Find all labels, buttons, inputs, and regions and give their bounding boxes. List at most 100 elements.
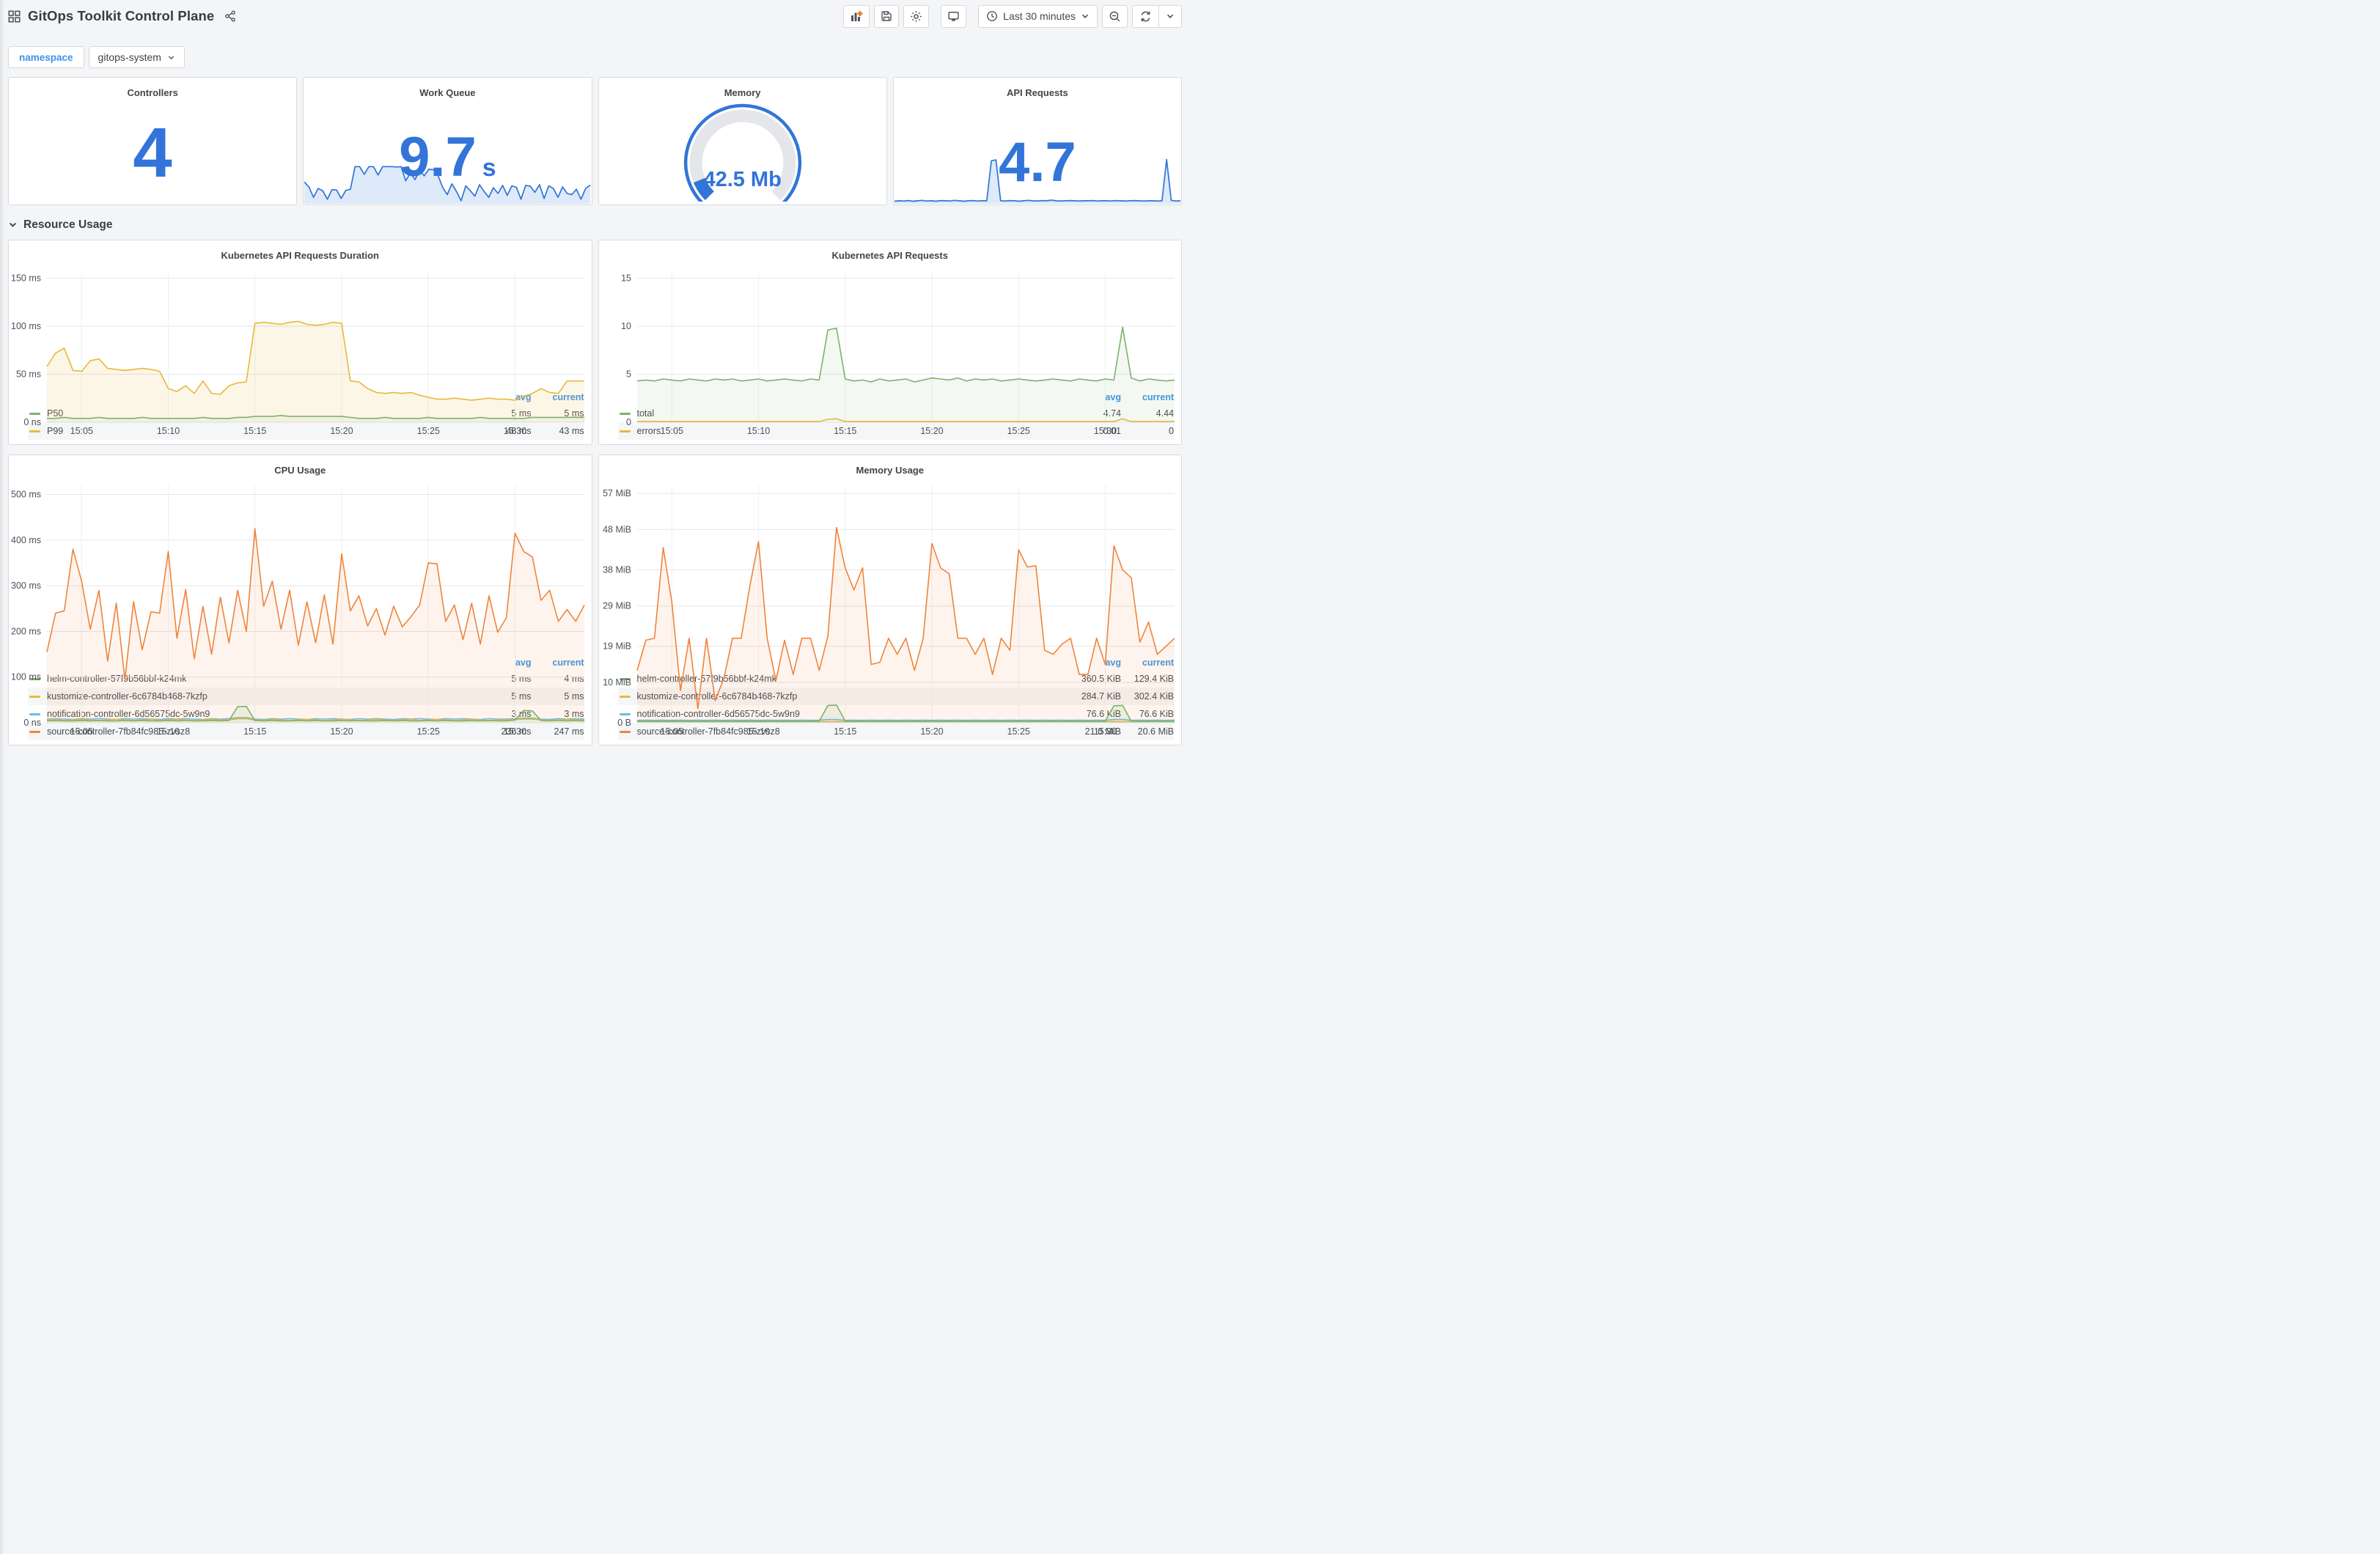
panel-memory-gauge: Memory 42.5 Mb	[598, 77, 887, 205]
svg-text:15:30: 15:30	[1093, 726, 1116, 737]
panel-api-requests-stat: API Requests 4.7	[892, 77, 1182, 205]
controllers-value: 4	[133, 114, 172, 192]
work-queue-sparkline	[304, 151, 591, 204]
variable-namespace-select[interactable]: gitops-system	[88, 46, 185, 68]
chevron-down-icon	[8, 220, 18, 229]
add-panel-button[interactable]	[843, 4, 870, 28]
series-color-dash	[29, 730, 40, 733]
panel-title[interactable]: Memory	[724, 86, 761, 98]
memory-gauge-value: 42.5 Mb	[703, 168, 782, 192]
legend-sort-avg[interactable]: avg	[515, 658, 532, 668]
svg-text:15:15: 15:15	[243, 426, 266, 436]
panel-title[interactable]: Kubernetes API Requests	[831, 249, 948, 261]
panel-k8s-api-requests: Kubernetes API Requests 15:05 15:10 15:15 1…	[598, 240, 1182, 445]
series-current-value: 247 ms	[554, 726, 584, 737]
series-current-value: 129.4 KiB	[1134, 674, 1174, 684]
svg-text:15:25: 15:25	[1007, 426, 1029, 436]
svg-text:15:25: 15:25	[417, 426, 440, 436]
svg-text:15:10: 15:10	[746, 426, 769, 436]
series-current-value: 4 ms	[564, 674, 584, 684]
share-icon[interactable]	[224, 10, 236, 22]
apps-grid-icon[interactable]	[8, 10, 21, 23]
legend-sort-avg[interactable]: avg	[1105, 392, 1121, 402]
svg-text:0 ns: 0 ns	[23, 718, 41, 728]
refresh-interval-dropdown[interactable]	[1158, 5, 1181, 27]
chart-area[interactable]: 15:05 15:10 15:15 15:20 15:25 15:30 0 5 10 15	[599, 265, 1182, 436]
legend-sort-avg[interactable]: avg	[1105, 658, 1121, 668]
tv-kiosk-button[interactable]	[941, 4, 967, 28]
grafana-dashboard: GitOps Toolkit Control Plane	[0, 0, 1190, 745]
svg-text:400 ms: 400 ms	[11, 535, 41, 545]
dashboard-settings-button[interactable]	[903, 4, 930, 28]
panel-memory-usage: Memory Usage 15:05 15:10 15:15 15:20 15:25 15…	[598, 454, 1182, 745]
legend-row: kustomize-controller-6c6784b468-7kzfp 5 m…	[28, 688, 584, 705]
chevron-down-icon	[167, 54, 175, 62]
save-icon	[881, 10, 892, 22]
series-avg-value: 48 ms	[506, 426, 532, 436]
page-left-edge	[0, 0, 4, 1554]
svg-text:0: 0	[626, 417, 631, 427]
series-color-dash	[619, 695, 631, 698]
panel-title[interactable]: Work Queue	[419, 86, 476, 98]
legend-sort-current[interactable]: current	[1142, 658, 1174, 668]
work-queue-unit: s	[482, 154, 496, 182]
variable-namespace-label: namespace	[8, 46, 84, 68]
svg-text:5: 5	[626, 369, 631, 379]
svg-text:38 MiB: 38 MiB	[603, 564, 631, 575]
series-color-dash	[29, 695, 40, 698]
panel-title[interactable]: Kubernetes API Requests Duration	[221, 249, 379, 261]
legend-row: notification-controller-6d56575dc-5w9n9 7…	[618, 705, 1174, 723]
svg-text:200 ms: 200 ms	[11, 626, 41, 636]
legend-sort-current[interactable]: current	[552, 658, 584, 668]
series-color-dash	[619, 677, 631, 680]
time-range-picker[interactable]: Last 30 minutes	[978, 4, 1098, 28]
svg-text:15:10: 15:10	[746, 726, 769, 737]
svg-text:0 ns: 0 ns	[23, 417, 41, 427]
chevron-down-icon	[1081, 12, 1090, 21]
svg-text:15:30: 15:30	[504, 426, 526, 436]
save-dashboard-button[interactable]	[874, 4, 900, 28]
series-current-value: 3 ms	[564, 709, 584, 719]
series-avg-value: 5 ms	[511, 674, 532, 684]
svg-text:15:30: 15:30	[504, 726, 526, 737]
legend-sort-current[interactable]: current	[552, 392, 584, 402]
series-color-dash	[619, 430, 631, 432]
panel-title[interactable]: Memory Usage	[856, 464, 924, 476]
series-color-dash	[29, 412, 40, 415]
panel-title[interactable]: API Requests	[1006, 86, 1068, 98]
zoom-out-time-button[interactable]	[1102, 4, 1128, 28]
series-current-value: 76.6 KiB	[1139, 709, 1174, 719]
svg-text:10 MiB: 10 MiB	[603, 677, 631, 688]
svg-text:500 ms: 500 ms	[11, 489, 41, 499]
series-avg-value: 0.01	[1103, 426, 1121, 436]
series-current-value: 4.44	[1156, 408, 1174, 419]
panel-title[interactable]: Controllers	[127, 86, 178, 98]
chart-legend: avg current P50 5 ms 5 ms P99 48 ms 43 ms	[9, 388, 592, 444]
row-title: Resource Usage	[23, 218, 113, 231]
series-current-value: 302.4 KiB	[1134, 691, 1174, 701]
panel-title[interactable]: CPU Usage	[274, 464, 326, 476]
legend-sort-current[interactable]: current	[1142, 392, 1174, 402]
svg-text:15:25: 15:25	[1007, 726, 1029, 737]
series-avg-value: 5 ms	[511, 408, 532, 419]
legend-row: notification-controller-6d56575dc-5w9n9 3…	[28, 705, 584, 723]
svg-text:15:10: 15:10	[157, 426, 180, 436]
panel-k8s-api-requests-duration: Kubernetes API Requests Duration 15:05 15…	[8, 240, 592, 445]
series-current-value: 0	[1169, 426, 1174, 436]
series-color-dash	[29, 677, 40, 680]
gear-icon	[910, 10, 922, 23]
legend-row: P50 5 ms 5 ms	[28, 405, 584, 422]
svg-text:29 MiB: 29 MiB	[603, 601, 631, 611]
legend-row: helm-controller-57f9b56bbf-k24mk 5 ms 4 ms	[28, 670, 584, 688]
chart-area[interactable]: 15:05 15:10 15:15 15:20 15:25 15:30 0 ns 100 ms…	[9, 479, 592, 737]
row-resource-usage[interactable]: Resource Usage	[8, 216, 1182, 233]
series-avg-value: 284.7 KiB	[1081, 691, 1121, 701]
chart-area[interactable]: 15:05 15:10 15:15 15:20 15:25 15:30 0 ns 50 ms 1…	[9, 265, 592, 436]
chart-area[interactable]: 15:05 15:10 15:15 15:20 15:25 15:30 0 B 10 MiB 1…	[599, 479, 1182, 737]
svg-text:100 ms: 100 ms	[11, 321, 41, 331]
refresh-icon	[1139, 10, 1152, 23]
svg-text:15:20: 15:20	[920, 726, 943, 737]
svg-text:15:30: 15:30	[1093, 426, 1116, 436]
refresh-dashboard-button[interactable]	[1133, 6, 1158, 27]
tv-icon	[947, 10, 960, 23]
